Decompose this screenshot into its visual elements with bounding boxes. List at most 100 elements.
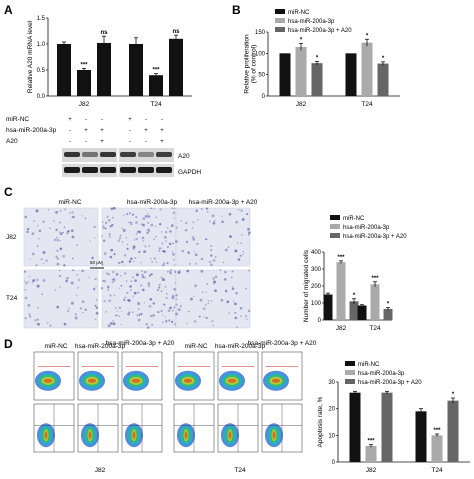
cell-dot [160,231,163,233]
cell-dot [105,221,108,224]
y-tick-label: 0.5 [37,68,46,74]
cell-dot [132,247,136,250]
cell-dot [107,272,111,276]
cell-dot [173,217,175,220]
cell-dot [126,247,129,250]
cell-dot [203,316,205,318]
cell-dot [223,278,227,281]
cell-dot [58,231,60,233]
cell-dot [247,228,250,231]
cell-dot [24,317,27,320]
flow-col-label-4: miR-NC [184,343,207,350]
cell-dot [177,271,181,274]
cell-dot [198,315,201,318]
cell-dot [235,292,238,295]
cell-dot [214,275,218,279]
cell-dot [140,223,143,226]
cell-dot [208,260,212,264]
cell-dot [211,320,214,323]
cell-dot [24,288,27,291]
micro-col-label-1: miR-NC [58,199,81,206]
cell-dot [137,291,140,294]
treatment-sign: + [128,117,132,123]
cell-dot [164,286,167,288]
cell-dot [32,279,36,282]
cell-dot [170,224,174,228]
cell-dot [193,295,195,297]
blot-label-gapdh: GAPDH [178,169,201,176]
cell-dot [67,276,69,279]
cell-dot [121,260,124,264]
cell-dot [142,288,145,292]
cell-dot [130,223,133,226]
cell-dot [234,316,238,320]
cell-dot [147,282,151,285]
blot-label-a20: A20 [178,153,190,160]
cell-dot [92,287,96,291]
cell-dot [213,283,215,285]
cell-dot [123,298,126,302]
significance-label: *** [337,255,345,261]
cell-dot [65,277,69,280]
legend-label: hsa-miR-200a-3p + A20 [288,28,352,34]
cell-dot [79,307,82,310]
cell-dot [130,289,132,292]
cell-dot [49,324,52,327]
cell-dot [88,276,90,279]
flow-density [272,431,276,440]
y-tick-label: 0.0 [37,94,46,100]
cell-dot [242,250,245,253]
cell-dot [234,302,237,306]
cell-dot [95,285,97,288]
cell-dot [147,221,150,224]
cell-dot [142,217,146,220]
cell-dot [220,298,224,302]
cell-dot [146,322,148,325]
cell-dot [135,237,139,241]
cell-dot [138,314,141,317]
cell-dot [142,223,145,227]
cell-dot [103,252,107,256]
cell-dot [54,289,57,291]
cell-dot [132,295,135,298]
cell-dot [144,271,147,274]
treatment-sign: + [100,128,104,134]
blot-band-gapdh [120,167,136,173]
cell-dot [124,272,127,275]
cell-dot [74,316,77,319]
cell-dot [104,227,107,230]
cell-dot [211,214,215,218]
cell-dot [81,215,84,217]
micrograph-grid [23,206,251,329]
cell-dot [214,289,217,293]
bar [365,446,377,462]
cell-dot [210,249,213,251]
cell-dot [229,235,232,238]
cell-dot [166,270,169,273]
cell-dot [152,302,155,305]
cell-dot [125,212,129,216]
cell-dot [122,228,126,232]
cell-dot [157,311,159,313]
panel-label-b: B [232,3,241,17]
cell-dot [94,277,97,281]
cell-dot [219,269,222,271]
legend-swatch [330,233,340,238]
cell-dot [171,251,173,253]
cell-dot [37,306,39,309]
cell-dot [128,311,131,314]
cell-dot [140,284,143,287]
significance-label: * [316,55,319,61]
cell-dot [113,253,116,256]
legend-swatch [345,379,355,384]
cell-dot [168,319,171,322]
cell-dot [173,306,176,309]
y-tick-label: 100 [311,301,322,307]
cell-dot [129,212,132,215]
cell-dot [231,286,233,288]
cell-dot [121,241,124,243]
cell-dot [26,228,29,231]
cell-dot [192,221,195,224]
cell-dot [100,235,104,238]
legend-label: miR-NC [358,362,380,368]
